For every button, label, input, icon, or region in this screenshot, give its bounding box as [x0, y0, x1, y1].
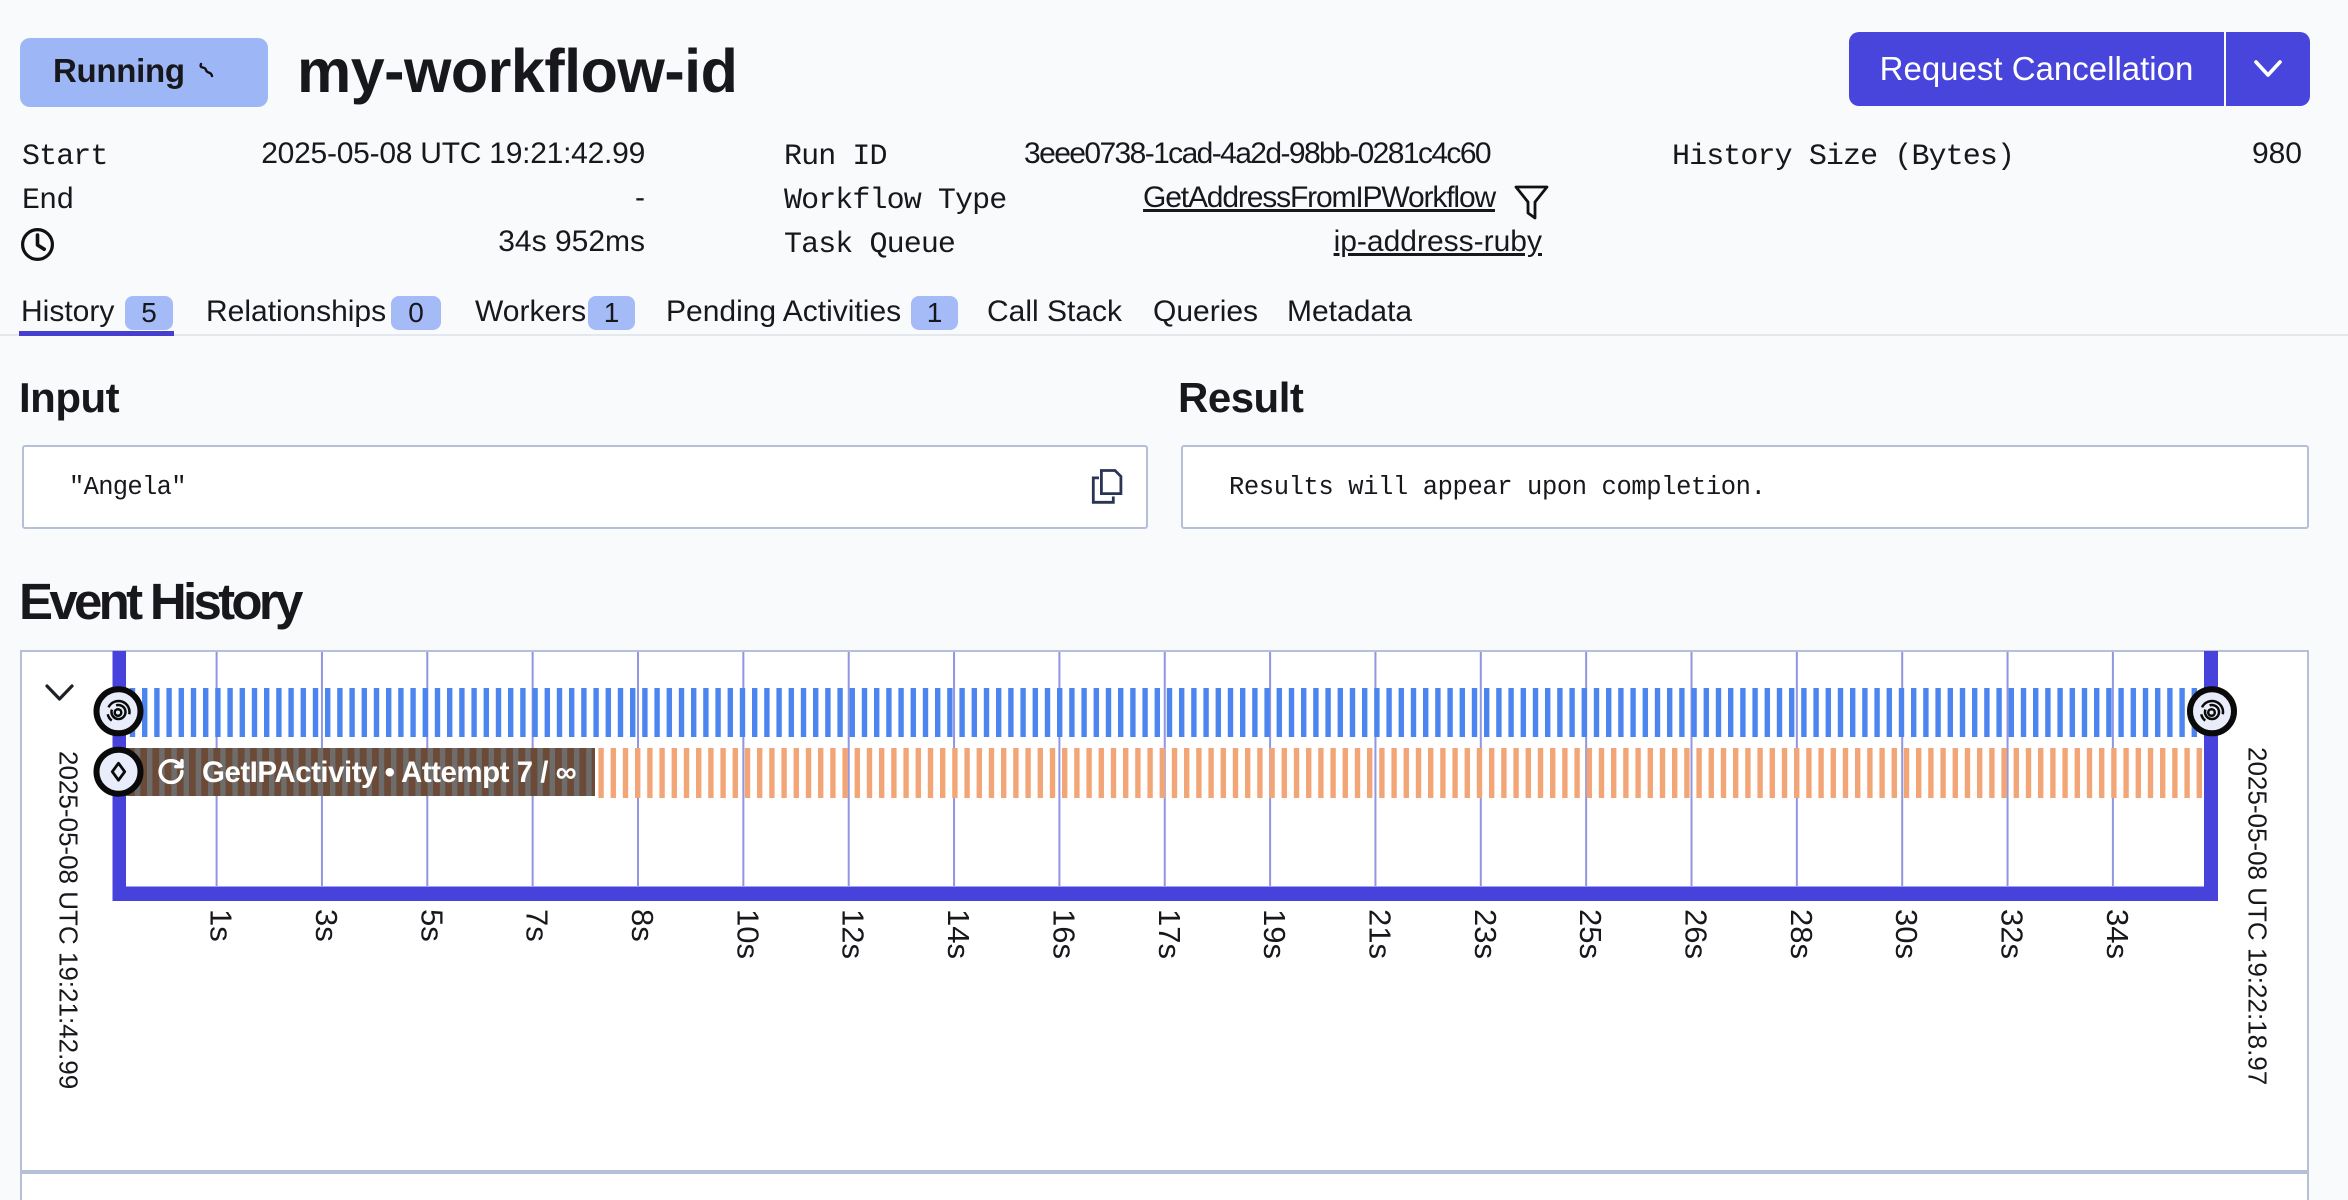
- svg-text:2025-05-08 UTC 19:22:18.97: 2025-05-08 UTC 19:22:18.97: [2243, 747, 2273, 1085]
- svg-text:7s: 7s: [520, 909, 555, 942]
- svg-text:3s: 3s: [309, 909, 344, 942]
- svg-text:30s: 30s: [1889, 909, 1924, 959]
- svg-text:17s: 17s: [1152, 909, 1187, 959]
- svg-text:32s: 32s: [1995, 909, 2030, 959]
- svg-text:19s: 19s: [1257, 909, 1292, 959]
- svg-text:10s: 10s: [730, 909, 765, 959]
- svg-text:12s: 12s: [836, 909, 871, 959]
- svg-text:21s: 21s: [1362, 909, 1397, 959]
- svg-text:26s: 26s: [1679, 909, 1714, 959]
- svg-text:5s: 5s: [414, 909, 449, 942]
- svg-text:28s: 28s: [1784, 909, 1819, 959]
- svg-text:34s: 34s: [2100, 909, 2135, 959]
- svg-text:GetIPActivity • Attempt 7 / ∞: GetIPActivity • Attempt 7 / ∞: [202, 756, 576, 789]
- svg-text:8s: 8s: [625, 909, 660, 942]
- svg-text:2025-05-08 UTC 19:21:42.99: 2025-05-08 UTC 19:21:42.99: [54, 751, 84, 1089]
- svg-text:14s: 14s: [941, 909, 976, 959]
- svg-text:16s: 16s: [1046, 909, 1081, 959]
- svg-text:23s: 23s: [1468, 909, 1503, 959]
- svg-text:1s: 1s: [204, 909, 239, 942]
- svg-text:25s: 25s: [1573, 909, 1608, 959]
